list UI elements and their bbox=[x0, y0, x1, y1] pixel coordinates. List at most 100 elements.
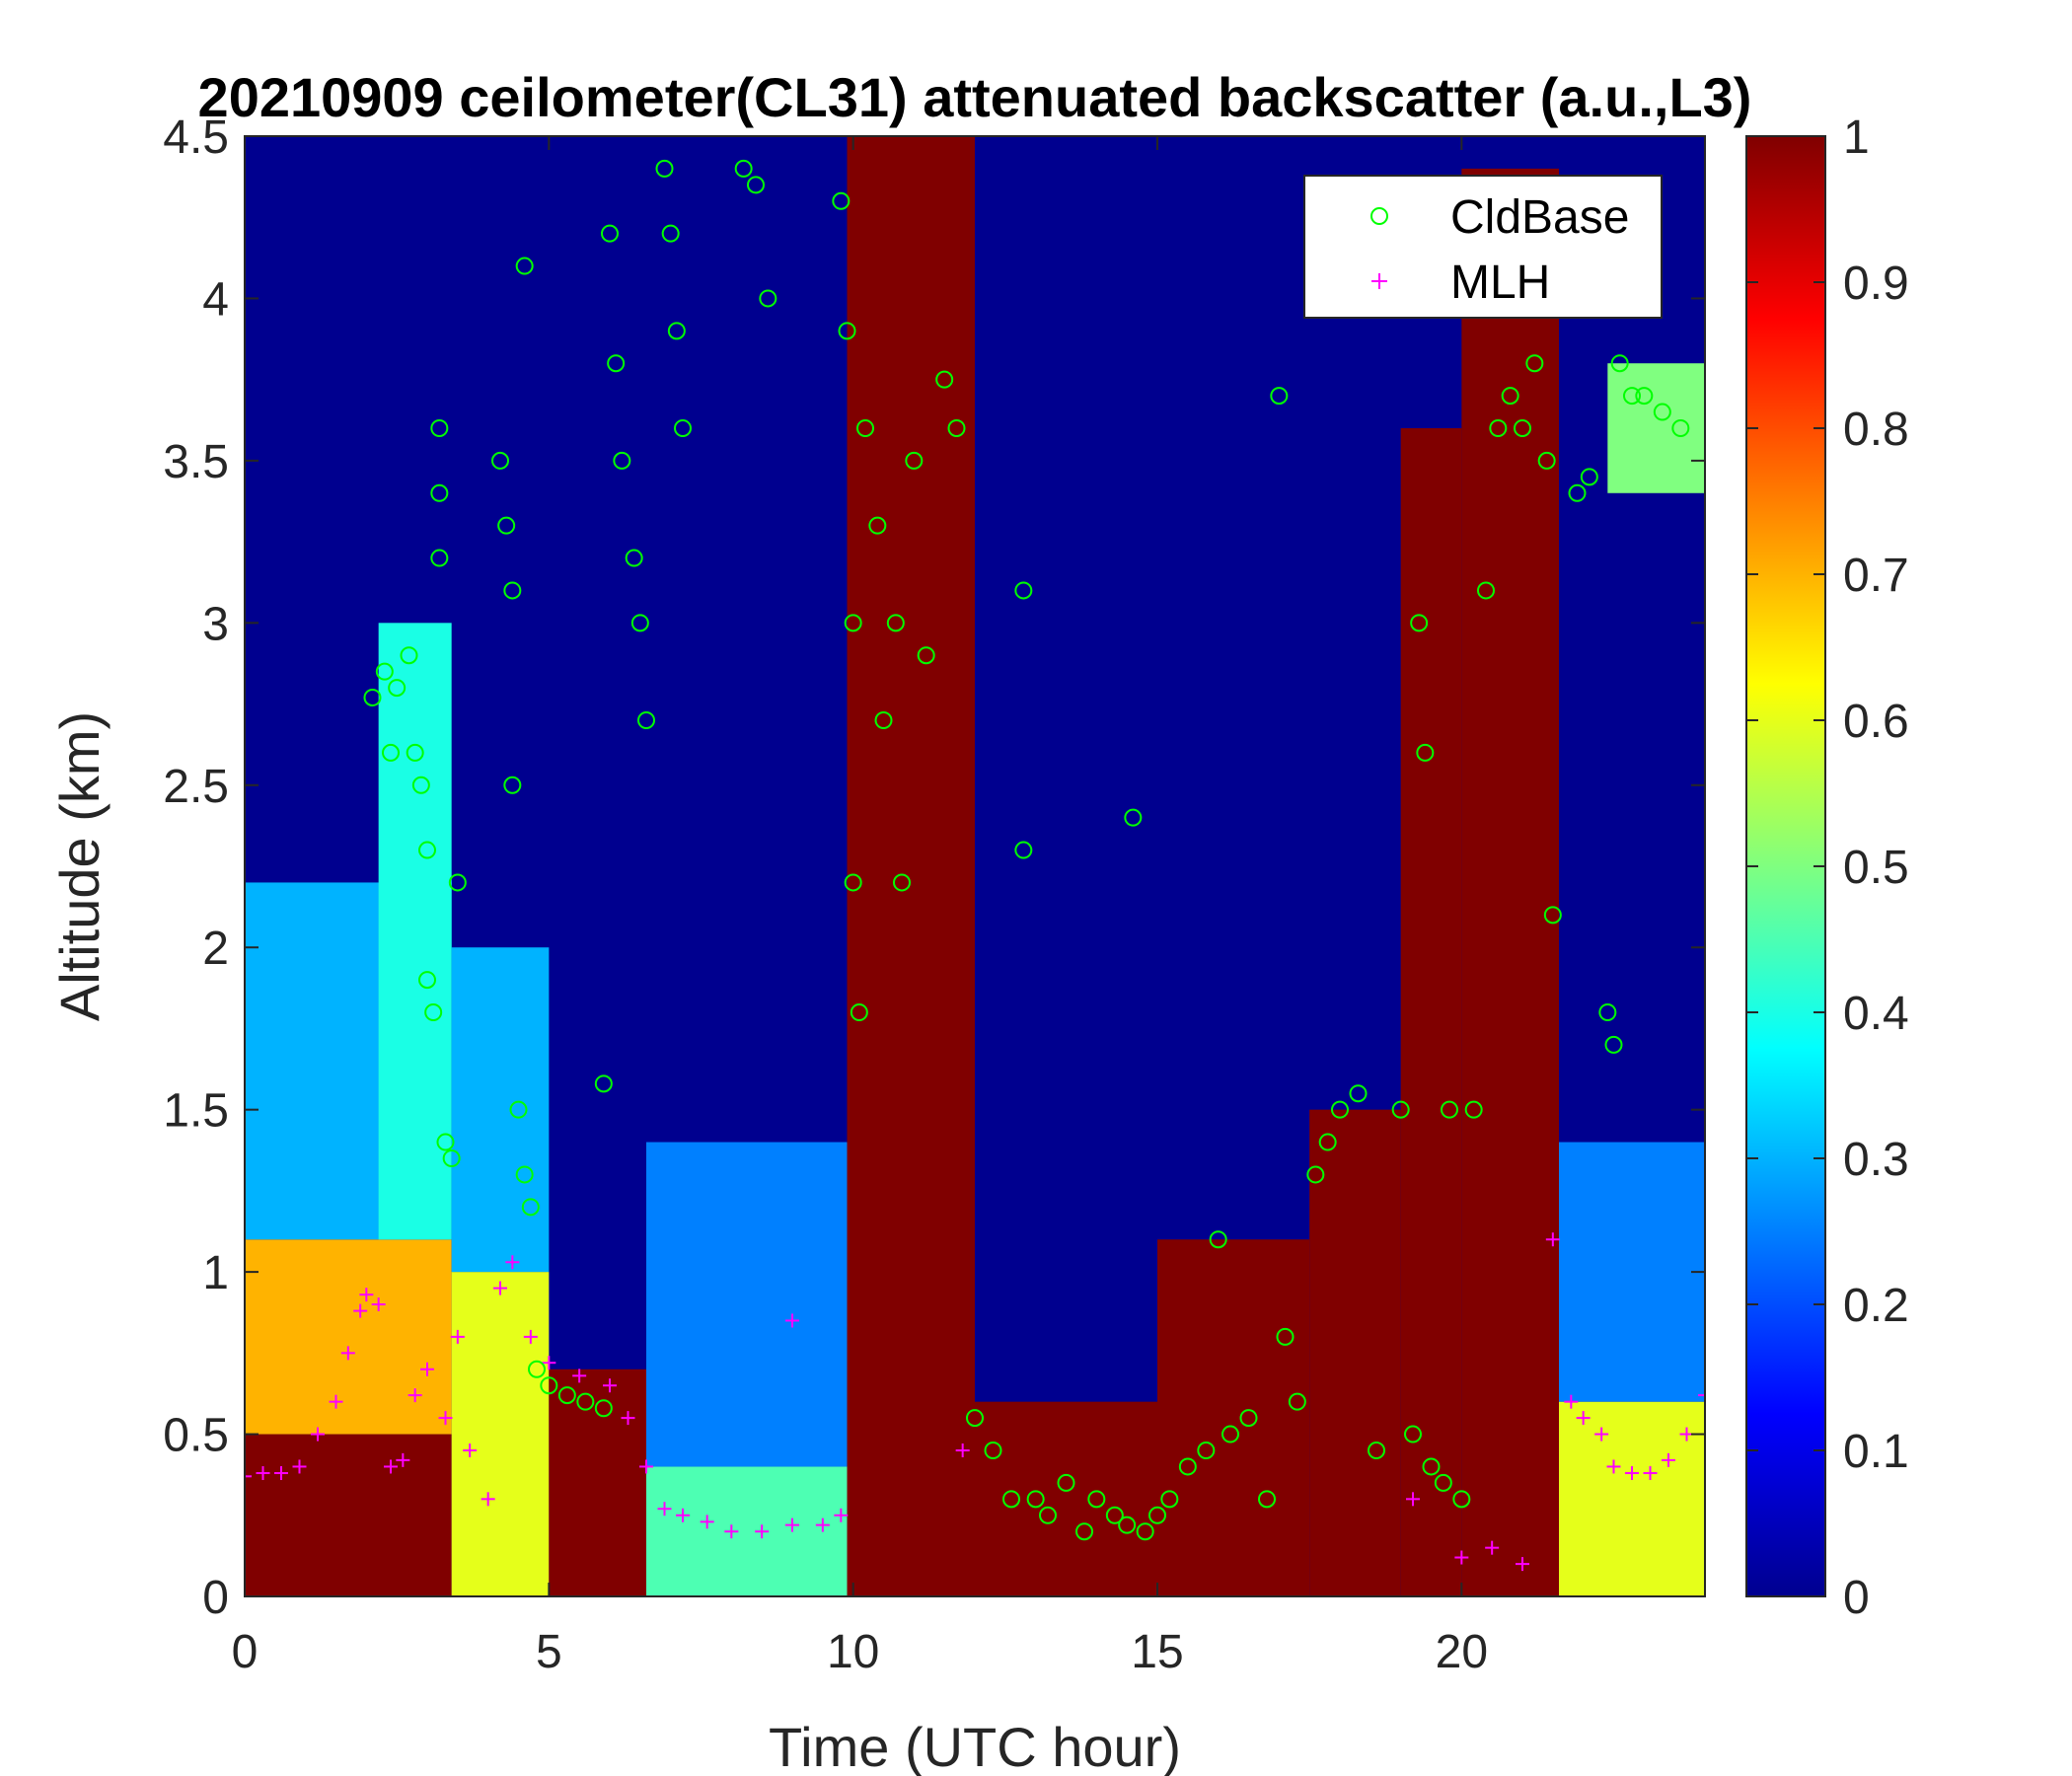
mlh-point bbox=[1594, 1427, 1609, 1442]
cldbase-point bbox=[1391, 1100, 1410, 1119]
mlh-point bbox=[493, 1281, 507, 1295]
backscatter-region-5 bbox=[451, 947, 550, 1273]
mlh-point bbox=[329, 1394, 343, 1409]
cldbase-point bbox=[1543, 906, 1562, 925]
cldbase-point bbox=[1441, 1100, 1458, 1119]
backscatter-region-6 bbox=[549, 1369, 646, 1596]
chart-title: 20210909 ceilometer(CL31) attenuated bac… bbox=[198, 66, 1752, 128]
cldbase-point bbox=[1537, 451, 1556, 470]
cldbase-point bbox=[1452, 1490, 1471, 1509]
cldbase-point bbox=[1002, 1490, 1020, 1509]
mlh-point bbox=[572, 1369, 587, 1383]
mlh-point bbox=[603, 1378, 617, 1393]
y-tick-label: 2.5 bbox=[163, 761, 229, 813]
mlh-point bbox=[274, 1466, 288, 1481]
colorbar-tick-label: 0.8 bbox=[1843, 404, 1909, 456]
mlh-point bbox=[340, 1346, 355, 1361]
cldbase-point bbox=[1623, 387, 1641, 406]
cldbase-point bbox=[1258, 1490, 1276, 1509]
mlh-point bbox=[396, 1452, 410, 1467]
backscatter-region-3 bbox=[378, 623, 452, 1240]
cldbase-point bbox=[448, 873, 467, 892]
cldbase-point bbox=[1118, 1516, 1137, 1534]
colorbar-tick-label: 0 bbox=[1843, 1572, 1870, 1624]
mlh-point bbox=[1606, 1459, 1621, 1474]
cldbase-point bbox=[1057, 1473, 1075, 1492]
mlh-point bbox=[438, 1411, 453, 1426]
mlh-point bbox=[785, 1517, 799, 1532]
mlh-point bbox=[481, 1492, 495, 1507]
cldbase-point bbox=[436, 1133, 455, 1151]
mlh-point bbox=[420, 1362, 434, 1376]
colorbar-tick-label: 0.3 bbox=[1843, 1134, 1909, 1186]
cldbase-point bbox=[406, 743, 424, 762]
plot-area bbox=[245, 136, 1705, 1596]
backscatter-region-8 bbox=[646, 1142, 848, 1467]
mlh-point bbox=[955, 1443, 970, 1457]
x-tick-label: 10 bbox=[827, 1626, 879, 1678]
backscatter-region-10 bbox=[975, 1401, 1157, 1596]
x-axis-label: Time (UTC hour) bbox=[769, 1716, 1181, 1776]
mlh-point bbox=[256, 1466, 270, 1481]
x-tick-label: 5 bbox=[536, 1626, 562, 1678]
y-axis: 0 0.5 1 1.5 2 2.5 3 3.5 4 4.5 bbox=[163, 111, 1705, 1624]
mlh-point bbox=[1454, 1550, 1469, 1565]
cldbase-point bbox=[917, 646, 935, 665]
backscatter-region-17 bbox=[1607, 363, 1705, 493]
cldbase-point bbox=[1349, 1084, 1368, 1103]
cldbase-point bbox=[637, 711, 655, 729]
cldbase-point bbox=[1568, 483, 1587, 502]
cldbase-point bbox=[844, 873, 862, 892]
cldbase-point bbox=[607, 354, 626, 373]
cldbase-point bbox=[984, 1442, 1002, 1459]
cldbase-point bbox=[1635, 387, 1654, 406]
backscatter-region-16 bbox=[1559, 1142, 1705, 1402]
mlh-point bbox=[1698, 1388, 1705, 1403]
mlh-point bbox=[1662, 1452, 1675, 1467]
cldbase-point bbox=[661, 224, 680, 243]
cldbase-point bbox=[1501, 387, 1519, 406]
mlh-point bbox=[245, 1469, 252, 1484]
mlh-point bbox=[755, 1524, 770, 1539]
cldbase-point bbox=[1014, 841, 1033, 859]
mlh-series bbox=[245, 1232, 1705, 1572]
cldbase-point bbox=[1318, 1133, 1337, 1151]
mlh-point bbox=[450, 1329, 465, 1344]
cldbase-point bbox=[382, 743, 400, 762]
cldbase-point bbox=[1368, 1442, 1385, 1459]
mlh-point bbox=[1485, 1540, 1500, 1555]
cldbase-point bbox=[630, 614, 649, 632]
colorbar-scale bbox=[1745, 135, 1826, 1597]
cldbase-point bbox=[509, 1100, 528, 1119]
y-tick-label: 4 bbox=[202, 273, 229, 326]
mlh-point bbox=[359, 1288, 374, 1302]
colorbar-tick-label: 0.1 bbox=[1843, 1426, 1909, 1478]
x-tick-label: 0 bbox=[232, 1626, 259, 1678]
cldbase-point bbox=[1039, 1506, 1057, 1524]
y-tick-label: 1 bbox=[202, 1247, 229, 1299]
mlh-point bbox=[724, 1524, 739, 1539]
cldbase-point bbox=[515, 1165, 534, 1184]
cldbase-point bbox=[1239, 1409, 1258, 1428]
mlh-point bbox=[815, 1517, 830, 1532]
mlh-point bbox=[1406, 1492, 1420, 1507]
cldbase-point bbox=[1221, 1425, 1239, 1443]
mlh-point bbox=[834, 1508, 849, 1522]
cldbase-point bbox=[1197, 1442, 1216, 1459]
cldbase-point bbox=[430, 549, 449, 567]
cldbase-point bbox=[594, 1074, 613, 1093]
mlh-point bbox=[371, 1297, 386, 1311]
colorbar: 0 0.1 0.2 0.3 0.4 0.5 0.6 0.7 0.8 0.9 1 bbox=[1745, 111, 1909, 1624]
colorbar-tick-label: 0.6 bbox=[1843, 696, 1909, 748]
legend-box bbox=[1303, 175, 1663, 319]
cldbase-point bbox=[363, 688, 382, 706]
mlh-point bbox=[463, 1443, 478, 1457]
cldbase-point bbox=[1604, 1035, 1623, 1054]
y-tick-label: 1.5 bbox=[163, 1085, 229, 1138]
cldbase-point bbox=[442, 1149, 461, 1167]
backscatter-region-15 bbox=[1559, 1401, 1705, 1596]
cldbase-point bbox=[759, 289, 777, 308]
cldbase-point bbox=[1105, 1506, 1124, 1524]
mlh-point bbox=[1545, 1232, 1560, 1247]
mlh-point bbox=[505, 1255, 520, 1270]
